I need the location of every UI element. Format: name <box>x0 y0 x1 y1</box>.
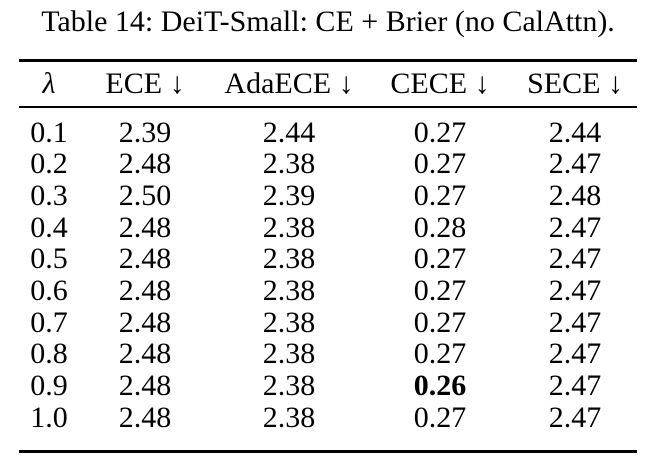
cell-adaece: 2.39 <box>262 178 316 212</box>
cell-lambda: 0.1 <box>30 115 68 149</box>
column-header-cece: CECE ↓ <box>367 60 513 108</box>
table-row: 0.6 2.48 2.38 0.27 2.47 <box>19 275 637 307</box>
cell-sece: 2.47 <box>548 242 602 276</box>
table-row: 0.8 2.48 2.38 0.27 2.47 <box>19 338 637 370</box>
cell-cece: 0.27 <box>413 242 467 276</box>
cell-cece-best: 0.26 <box>413 369 467 403</box>
cell-sece: 2.47 <box>548 274 602 308</box>
table-row: 0.3 2.50 2.39 0.27 2.48 <box>19 180 637 212</box>
cell-sece: 2.47 <box>548 147 602 181</box>
table-header: λ ECE ↓ AdaECE ↓ CECE ↓ SECE ↓ <box>19 60 637 108</box>
cell-lambda: 0.6 <box>30 274 68 308</box>
cell-lambda: 0.8 <box>30 337 68 371</box>
cell-adaece: 2.38 <box>262 242 316 276</box>
cell-sece: 2.48 <box>548 178 602 212</box>
cell-lambda: 1.0 <box>30 400 68 434</box>
cell-adaece: 2.38 <box>262 369 316 403</box>
cell-ece: 2.48 <box>118 369 172 403</box>
cell-cece: 0.28 <box>413 210 467 244</box>
cell-sece: 2.47 <box>548 305 602 339</box>
cell-lambda: 0.4 <box>30 210 68 244</box>
cell-lambda: 0.7 <box>30 305 68 339</box>
table-row: 0.1 2.39 2.44 0.27 2.44 <box>19 107 637 149</box>
cell-cece: 0.27 <box>413 305 467 339</box>
cell-adaece: 2.38 <box>262 337 316 371</box>
cell-ece: 2.48 <box>118 210 172 244</box>
cell-ece: 2.50 <box>118 178 172 212</box>
cell-lambda: 0.2 <box>30 147 68 181</box>
cell-sece: 2.47 <box>548 400 602 434</box>
cell-ece: 2.48 <box>118 147 172 181</box>
cell-adaece: 2.38 <box>262 305 316 339</box>
table-row: 0.2 2.48 2.38 0.27 2.47 <box>19 148 637 180</box>
cell-sece: 2.47 <box>548 337 602 371</box>
cell-ece: 2.48 <box>118 274 172 308</box>
cell-cece: 0.27 <box>413 337 467 371</box>
cell-ece: 2.48 <box>118 337 172 371</box>
cell-lambda: 0.3 <box>30 178 68 212</box>
cell-sece: 2.44 <box>548 115 602 149</box>
cell-adaece: 2.38 <box>262 147 316 181</box>
cell-ece: 2.48 <box>118 400 172 434</box>
cell-cece: 0.27 <box>413 115 467 149</box>
table-row: 0.7 2.48 2.38 0.27 2.47 <box>19 307 637 339</box>
cell-ece: 2.48 <box>118 242 172 276</box>
table-row: 1.0 2.48 2.38 0.27 2.47 <box>19 400 637 451</box>
column-header-adaece: AdaECE ↓ <box>211 60 367 108</box>
cell-cece: 0.27 <box>413 400 467 434</box>
cell-lambda: 0.5 <box>30 242 68 276</box>
table-caption: Table 14: DeiT-Small: CE + Brier (no Cal… <box>41 5 615 38</box>
cell-sece: 2.47 <box>548 210 602 244</box>
cell-adaece: 2.38 <box>262 210 316 244</box>
results-table: λ ECE ↓ AdaECE ↓ CECE ↓ SECE ↓ 0.1 2.39 … <box>19 59 637 453</box>
cell-ece: 2.48 <box>118 305 172 339</box>
cell-ece: 2.39 <box>118 115 172 149</box>
cell-cece: 0.27 <box>413 274 467 308</box>
column-header-lambda: λ <box>19 60 79 108</box>
cell-adaece: 2.38 <box>262 274 316 308</box>
cell-lambda: 0.9 <box>30 369 68 403</box>
cell-cece: 0.27 <box>413 147 467 181</box>
table-row: 0.5 2.48 2.38 0.27 2.47 <box>19 243 637 275</box>
column-header-ece: ECE ↓ <box>79 60 211 108</box>
cell-adaece: 2.38 <box>262 400 316 434</box>
table-row: 0.4 2.48 2.38 0.28 2.47 <box>19 210 637 244</box>
table-body: 0.1 2.39 2.44 0.27 2.44 0.2 2.48 2.38 0.… <box>19 107 637 452</box>
header-row: λ ECE ↓ AdaECE ↓ CECE ↓ SECE ↓ <box>19 60 637 108</box>
cell-adaece: 2.44 <box>262 115 316 149</box>
table-row: 0.9 2.48 2.38 0.26 2.47 <box>19 370 637 402</box>
cell-sece: 2.47 <box>548 369 602 403</box>
cell-cece: 0.27 <box>413 178 467 212</box>
column-header-sece: SECE ↓ <box>513 60 637 108</box>
